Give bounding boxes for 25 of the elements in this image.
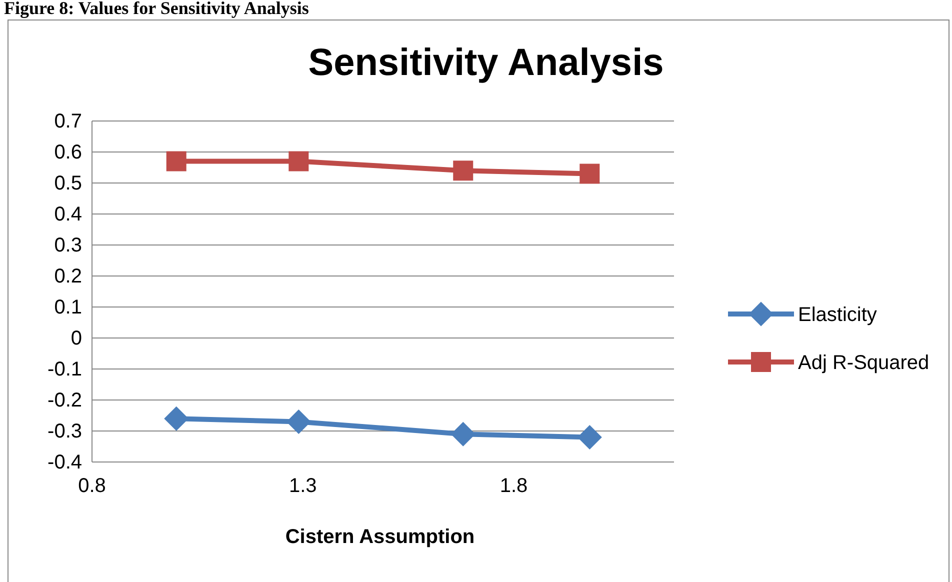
- legend-label: Elasticity: [798, 304, 877, 326]
- chart-title: Sensitivity Analysis: [308, 42, 664, 84]
- x-axis-title: Cistern Assumption: [285, 526, 475, 548]
- caption: Figure 8: Values for Sensitivity Analysis: [4, 0, 309, 18]
- y-tick-label: 0: [70, 327, 82, 350]
- x-tick-label: 1.8: [500, 475, 528, 498]
- y-tick-label: 0.1: [54, 296, 82, 318]
- x-tick-label: 1.3: [288, 475, 317, 498]
- point: [580, 164, 600, 184]
- y-tick-label: -0.4: [48, 451, 82, 474]
- y-tick-label: -0.3: [48, 420, 82, 442]
- y-tick-label: 0.2: [54, 265, 82, 288]
- legend-label: Adj R-Squared: [798, 352, 930, 374]
- point: [450, 422, 476, 446]
- point: [453, 160, 474, 181]
- y-tick-label: 0.3: [54, 234, 82, 256]
- y-tick-label: 0.5: [54, 172, 82, 194]
- point: [166, 151, 186, 172]
- y-tick-label: 0.6: [54, 141, 82, 164]
- point: [288, 151, 309, 172]
- y-tick-label: 0.4: [54, 203, 82, 226]
- y-tick-label: -0.2: [48, 389, 82, 412]
- y-tick-label: 0.7: [54, 110, 82, 132]
- y-tick-label: -0.1: [48, 358, 82, 380]
- x-tick-label: 0.8: [78, 475, 106, 498]
